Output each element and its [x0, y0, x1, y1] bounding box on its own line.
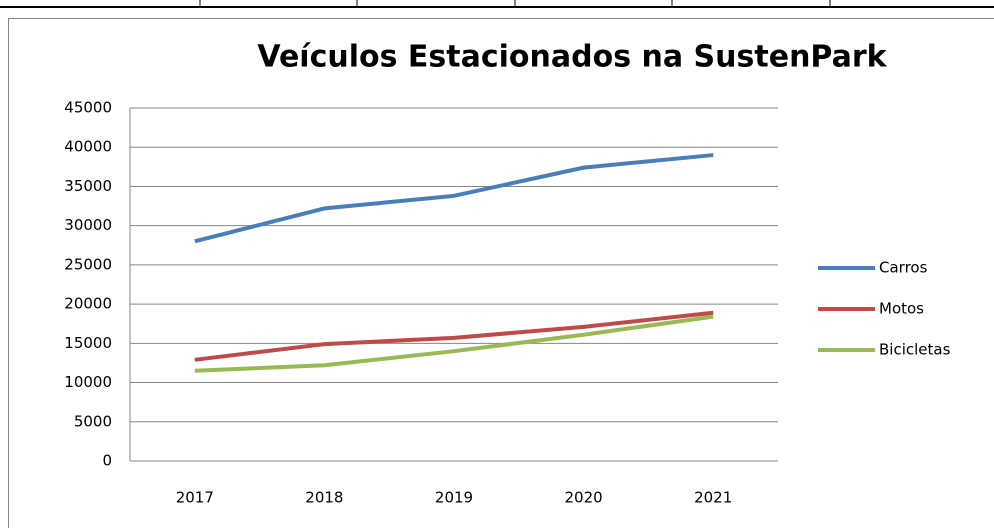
- y-tick-label: 30000: [64, 216, 112, 234]
- y-tick-label: 25000: [64, 255, 112, 273]
- x-tick-label: 2017: [176, 489, 214, 507]
- legend-label: Carros: [879, 259, 928, 277]
- series-line: [194, 310, 714, 362]
- y-tick-label: 5000: [74, 412, 112, 430]
- y-tick-label: 45000: [64, 99, 112, 117]
- y-tick-label: 40000: [64, 138, 112, 156]
- y-tick-label: 35000: [64, 177, 112, 195]
- x-tick-label: 2019: [435, 489, 473, 507]
- legend-label: Motos: [879, 300, 924, 318]
- x-tick-label: 2021: [694, 489, 732, 507]
- y-tick-label: 15000: [64, 334, 112, 352]
- series-line: [194, 314, 714, 373]
- table-dividers: [199, 0, 831, 8]
- legend-label: Bicicletas: [879, 341, 951, 359]
- chart-frame: [8, 18, 994, 528]
- x-tick-label: 2020: [565, 489, 603, 507]
- table-strip: [0, 0, 994, 8]
- y-tick-label: 20000: [64, 295, 112, 313]
- series-line: [194, 153, 714, 244]
- x-tick-label: 2018: [305, 489, 343, 507]
- y-tick-label: 10000: [64, 373, 112, 391]
- y-tick-label: 0: [102, 452, 112, 470]
- chart-title: Veículos Estacionados na SustenPark: [257, 40, 887, 75]
